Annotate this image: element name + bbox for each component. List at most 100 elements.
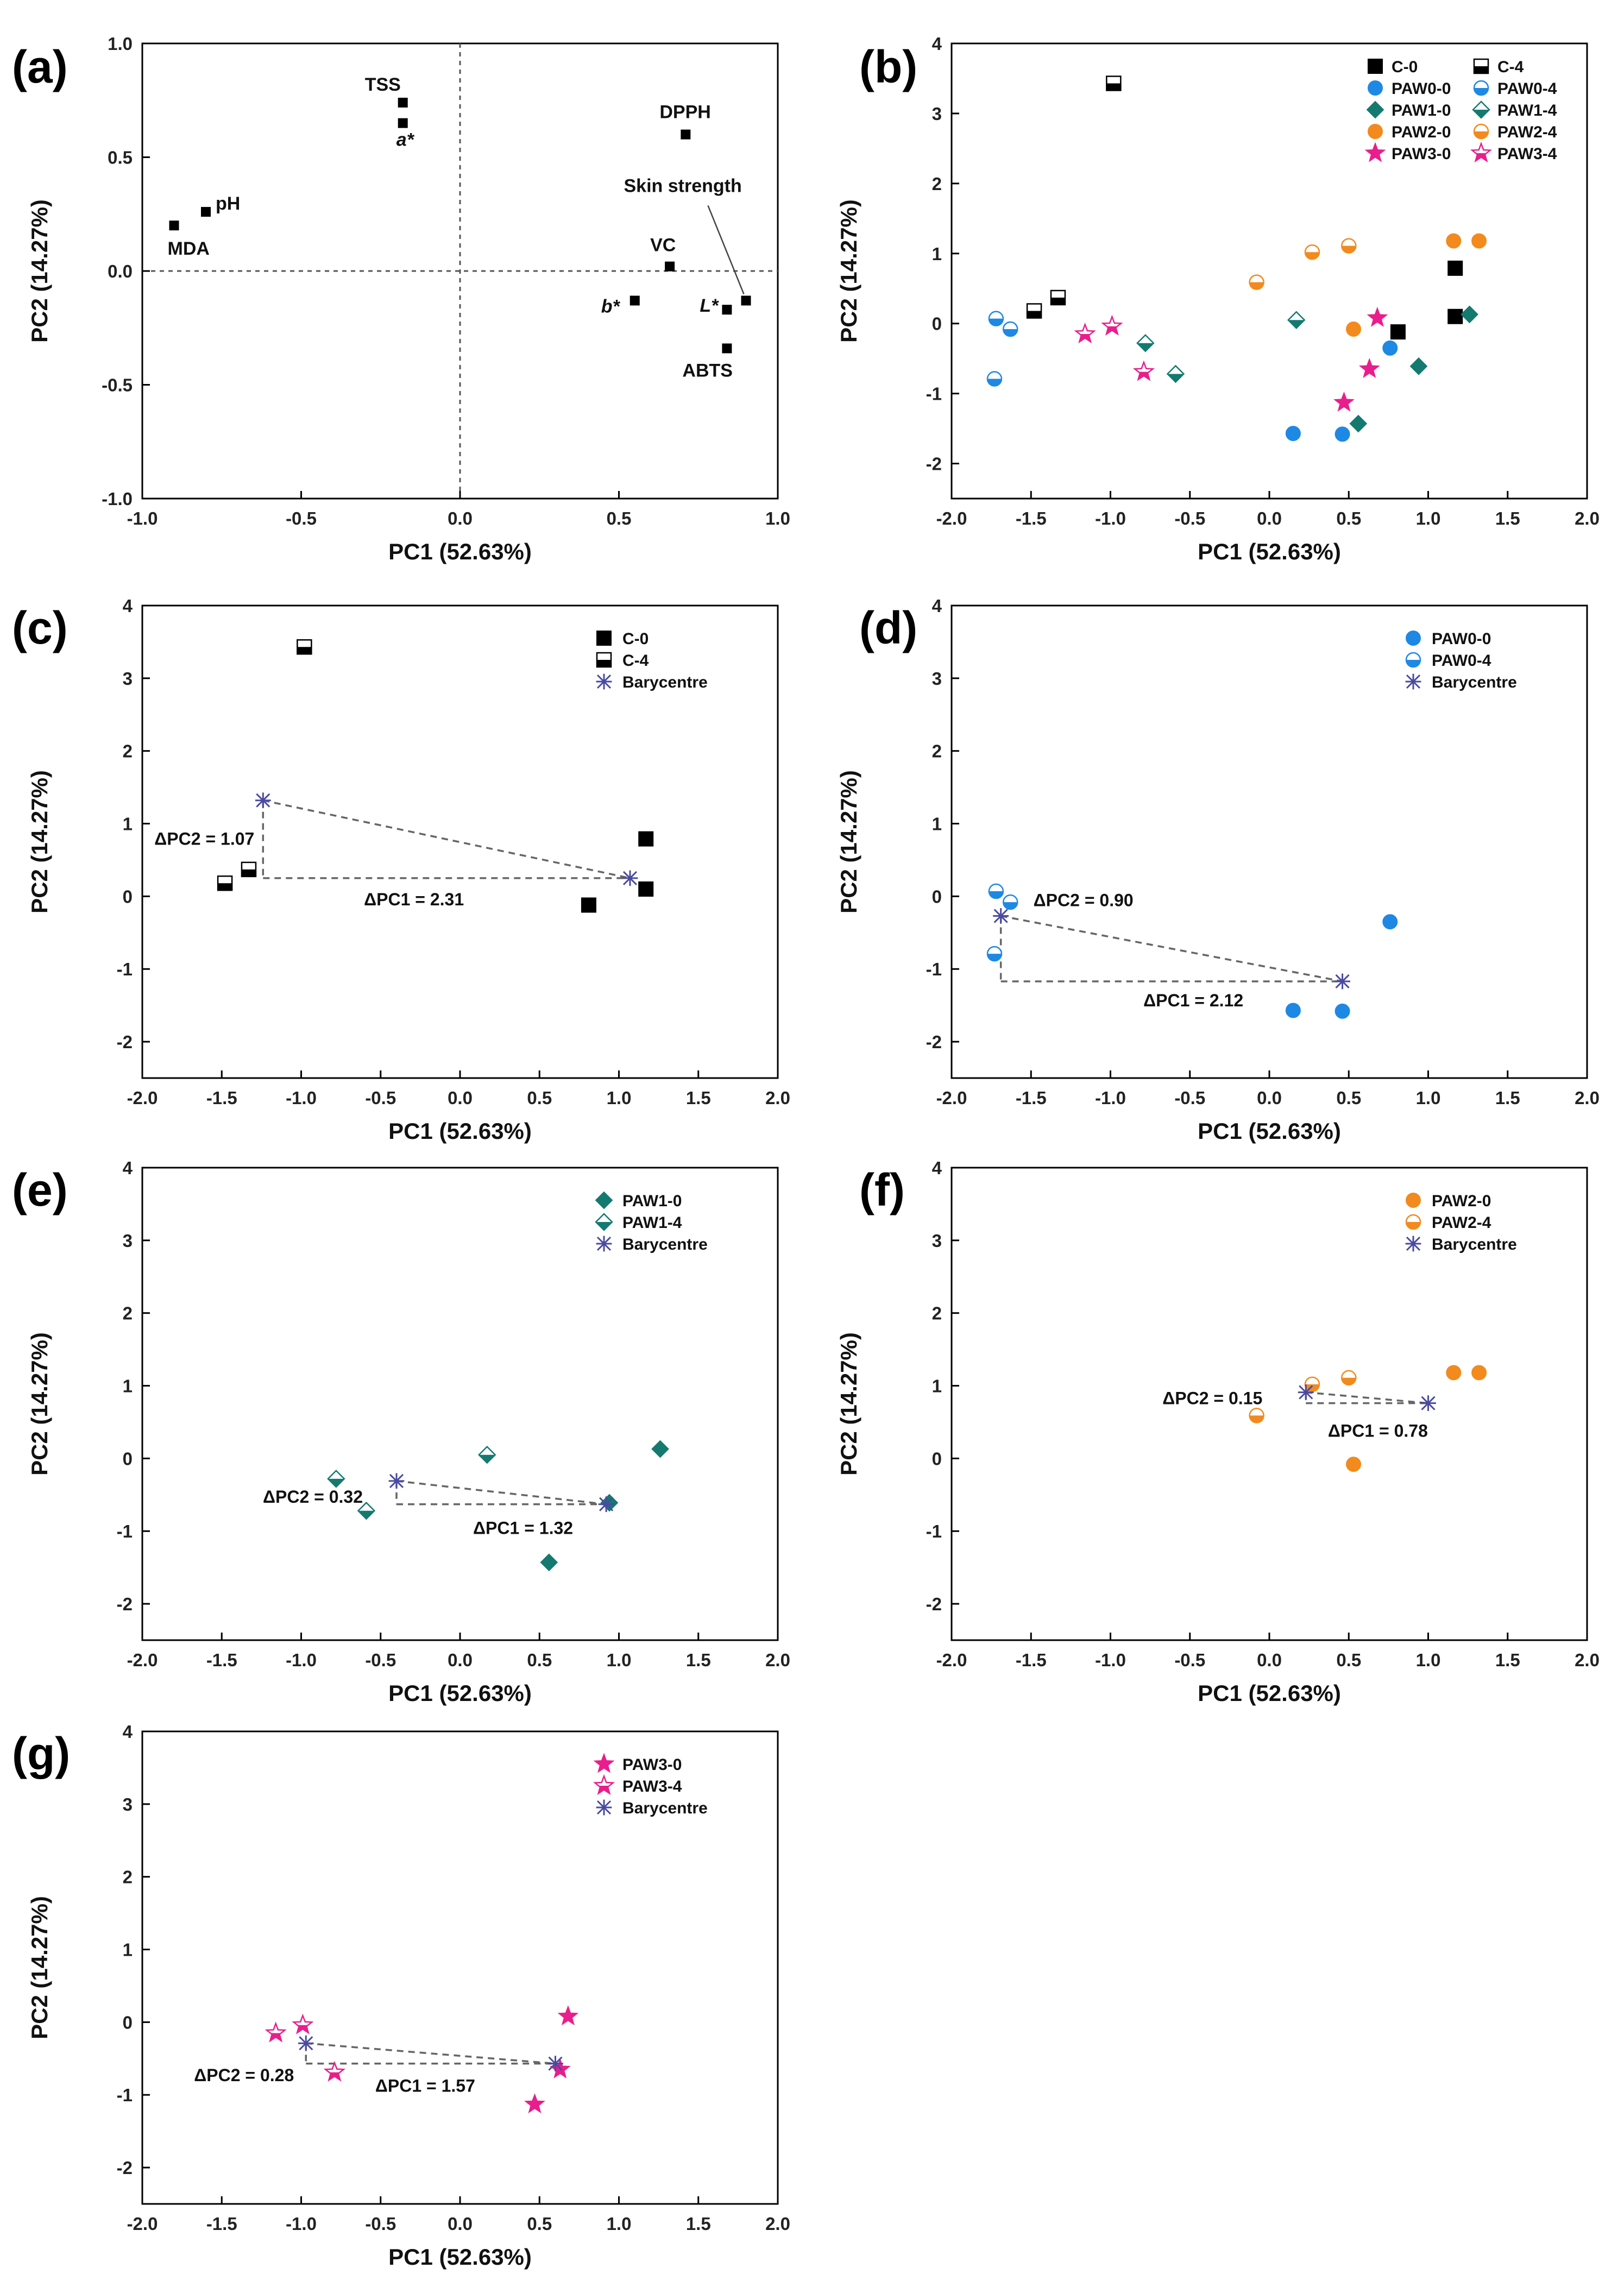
delta-pc2-label: ΔPC2 = 1.07 (154, 829, 254, 849)
legend-marker (1473, 80, 1489, 96)
x-tick-label: -2.0 (127, 1650, 158, 1670)
data-point-PAW2-0-shape (1471, 233, 1487, 249)
data-point-PAW1-4 (1166, 364, 1185, 383)
data-point-PAW2-0 (1446, 1365, 1462, 1381)
loading-label: VC (650, 235, 676, 256)
legend-marker-fill (1474, 88, 1488, 95)
loading-point (722, 305, 732, 315)
data-point-PAW3-4-fill (297, 2025, 309, 2033)
data-point-C-0 (1447, 308, 1463, 324)
x-axis-title: PC1 (52.63%) (388, 1680, 532, 1706)
y-tick-label: 3 (932, 1231, 942, 1251)
data-point-C-0 (581, 897, 596, 913)
x-tick-label: 1.5 (686, 1650, 711, 1670)
data-point-PAW2-0-shape (1446, 1365, 1462, 1381)
legend-marker (1367, 124, 1383, 139)
y-tick-label: -1 (926, 384, 942, 404)
data-point-PAW3-0-shape (1333, 391, 1355, 412)
y-axis-title: PC2 (14.27%) (27, 199, 52, 343)
data-point-PAW0-0-shape (1335, 426, 1350, 442)
legend-label: C-4 (622, 652, 649, 670)
data-point-PAW2-4-fill (1342, 245, 1356, 253)
legend-label-barycentre: Barycentre (1432, 673, 1517, 691)
data-point-PAW3-4-outline (323, 2061, 346, 2082)
data-point-PAW2-0-shape (1346, 1457, 1362, 1472)
legend-marker-fill (597, 660, 611, 667)
legend-label: PAW3-4 (622, 1778, 682, 1795)
panel-g: (g) -2.0 -1.5 -1.0 -0.5 0.0 0.5 1.0 1.5 2.0 -2 -1 0 1… (12, 1722, 790, 2270)
data-point-C-0-shape (1447, 308, 1463, 324)
x-tick-label: 1.5 (686, 2214, 711, 2234)
data-point-C-4-fill (1106, 83, 1121, 91)
x-tick-label: -1.0 (286, 1650, 317, 1670)
delta-pc1-label: ΔPC1 = 2.31 (364, 890, 464, 909)
legend-marker-shape (1368, 59, 1383, 74)
data-point-PAW3-4 (1132, 360, 1155, 381)
data-point-PAW0-4 (988, 311, 1004, 326)
data-point-PAW1-4 (357, 1502, 376, 1520)
y-tick-label: -2 (926, 454, 942, 474)
x-axis-title: PC1 (52.63%) (388, 539, 532, 564)
legend-marker-fill (1406, 660, 1420, 667)
y-tick-label: 2 (932, 741, 942, 761)
panel-label-d: (d) (859, 602, 917, 653)
y-tick-label: -1 (117, 1521, 133, 1541)
data-point-PAW1-0 (600, 1494, 619, 1512)
y-tick-label: 2 (123, 1303, 133, 1324)
loading-label: pH (216, 193, 240, 214)
data-point-PAW1-0-shape (540, 1553, 558, 1572)
y-tick-label: -2 (117, 2158, 133, 2178)
x-tick-label: 1.0 (1416, 1088, 1441, 1108)
legend-label-barycentre: Barycentre (622, 1799, 708, 1817)
legend-marker-barycentre (1405, 1236, 1421, 1252)
data-point-PAW3-0 (1358, 358, 1380, 379)
y-tick-label: 4 (123, 596, 133, 616)
panel-b: (b) -2.0 -1.5 -1.0 -0.5 0.0 0.5 1.0 1.5 2.0 -2 -1 0 1… (836, 34, 1600, 564)
data-point-PAW3-4-outline (292, 2013, 314, 2034)
legend-c: C-0 C-4 Barycentre (596, 630, 708, 691)
y-tick-label: 1 (932, 244, 942, 264)
legend-g: PAW3-0 PAW3-4 Barycentre (593, 1753, 708, 1817)
data-point-PAW1-4 (327, 1470, 345, 1488)
x-tick-label: 0.0 (1257, 1650, 1282, 1670)
legend-marker-barycentre (596, 1236, 612, 1252)
legend-marker-shape (593, 1753, 615, 1773)
data-point-PAW2-0-shape (1446, 233, 1462, 249)
y-tick-label: -2 (926, 1594, 942, 1614)
data-point-PAW3-4-outline (1132, 360, 1155, 381)
y-axis-title: PC2 (14.27%) (27, 770, 52, 913)
y-tick-label: 1 (123, 1376, 133, 1396)
y-tick-label: 4 (123, 1722, 133, 1742)
legend-marker-outline (593, 1774, 615, 1795)
data-point-C-0 (638, 831, 654, 847)
x-tick-label: 0.0 (448, 1088, 473, 1108)
y-tick-label: 1 (932, 1376, 942, 1396)
x-tick-label: 0.5 (1336, 1650, 1361, 1670)
data-point-PAW1-0 (1409, 357, 1428, 375)
y-tick-label: 0.0 (108, 261, 133, 281)
y-tick-label: -1 (926, 1521, 942, 1541)
x-tick-label: 2.0 (765, 1088, 790, 1108)
legend-marker (1473, 58, 1489, 74)
panel-label-e: (e) (12, 1164, 68, 1215)
y-tick-label: -2 (926, 1032, 942, 1052)
data-point-C-0 (1447, 260, 1463, 276)
legend-marker-shape (596, 631, 612, 646)
data-point-PAW1-4 (478, 1445, 496, 1464)
data-point-PAW3-0 (1333, 391, 1355, 412)
data-point-PAW1-0-shape (600, 1494, 619, 1512)
data-point-PAW0-0-shape (1382, 914, 1398, 930)
data-point-PAW3-4-outline (265, 2021, 287, 2043)
panel-f: (f) -2.0 -1.5 -1.0 -0.5 0.0 0.5 1.0 1.5 2.0 -2 -1 0 1… (836, 1158, 1600, 1706)
data-point-PAW0-0-shape (1285, 1003, 1301, 1018)
data-point-PAW3-4-fill (329, 2072, 341, 2080)
data-point-PAW1-0 (540, 1553, 558, 1572)
legend-marker-fill (1473, 110, 1489, 118)
legend-label: C-0 (622, 630, 649, 648)
data-point-PAW1-0 (1349, 414, 1368, 433)
data-point-PAW0-4 (986, 946, 1003, 962)
data-point-C-4-fill (241, 869, 256, 877)
x-axis-title: PC1 (52.63%) (1198, 1680, 1341, 1706)
y-tick-label: -1 (926, 959, 942, 979)
loading-point (398, 118, 408, 128)
